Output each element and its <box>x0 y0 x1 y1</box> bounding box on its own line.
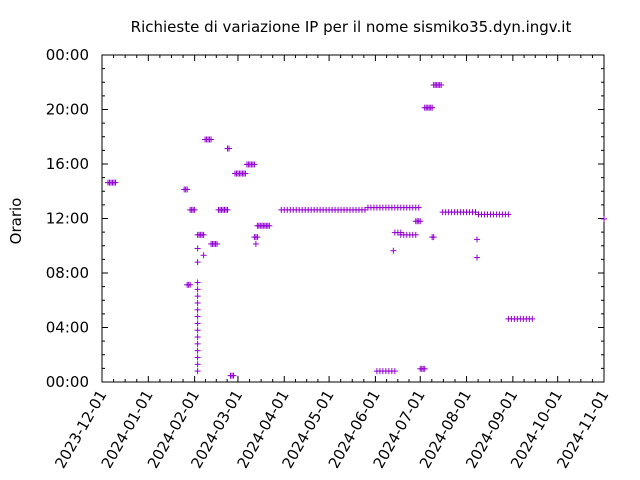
data-point <box>194 347 201 354</box>
y-axis-label: Orario <box>7 198 25 245</box>
data-point <box>266 222 273 229</box>
data-point <box>224 206 231 213</box>
data-point <box>429 104 436 111</box>
data-point <box>430 234 437 241</box>
y-tick-label: 20:00 <box>46 101 89 119</box>
data-point <box>194 320 201 327</box>
data-point <box>194 354 201 361</box>
data-point <box>194 340 201 347</box>
data-point <box>194 361 201 368</box>
data-point <box>194 245 201 252</box>
data-point <box>194 279 201 286</box>
data-point <box>200 252 207 259</box>
data-point <box>505 211 512 218</box>
data-point <box>194 334 201 341</box>
data-point <box>529 315 536 322</box>
data-point <box>252 240 259 247</box>
data-point <box>474 236 481 243</box>
data-point <box>112 179 119 186</box>
data-point <box>194 327 201 334</box>
data-point <box>474 254 481 261</box>
data-point <box>194 293 201 300</box>
data-point <box>251 161 258 168</box>
data-point <box>214 240 221 247</box>
data-point <box>200 231 207 238</box>
data-point <box>187 281 194 288</box>
data-point <box>421 365 428 372</box>
y-tick-label: 04:00 <box>46 319 89 337</box>
data-point <box>208 136 215 143</box>
data-point <box>391 368 398 375</box>
data-point <box>225 145 232 152</box>
data-point <box>194 368 201 375</box>
y-tick-label: 08:00 <box>46 264 89 282</box>
data-point <box>191 206 198 213</box>
y-tick-label: 00:00 <box>46 373 89 391</box>
y-tick-label: 00:00 <box>46 46 89 64</box>
data-point <box>242 170 249 177</box>
y-tick-label: 12:00 <box>46 210 89 228</box>
data-point <box>601 215 607 222</box>
chart-title: Richieste di variazione IP per il nome s… <box>131 18 572 36</box>
plot-frame <box>101 54 605 383</box>
data-point <box>438 81 445 88</box>
data-points <box>104 81 607 379</box>
y-tick-label: 16:00 <box>46 155 89 173</box>
data-point <box>412 231 419 238</box>
data-point <box>194 313 201 320</box>
data-point <box>194 299 201 306</box>
data-point <box>417 218 424 225</box>
data-point <box>184 186 191 193</box>
data-point <box>194 286 201 293</box>
axes: 00:0004:0008:0012:0016:0020:0000:002023-… <box>46 46 613 472</box>
data-point <box>194 306 201 313</box>
data-point <box>390 247 397 254</box>
data-point <box>254 234 261 241</box>
data-point <box>415 204 422 211</box>
data-point <box>230 372 237 379</box>
data-point <box>194 259 201 266</box>
